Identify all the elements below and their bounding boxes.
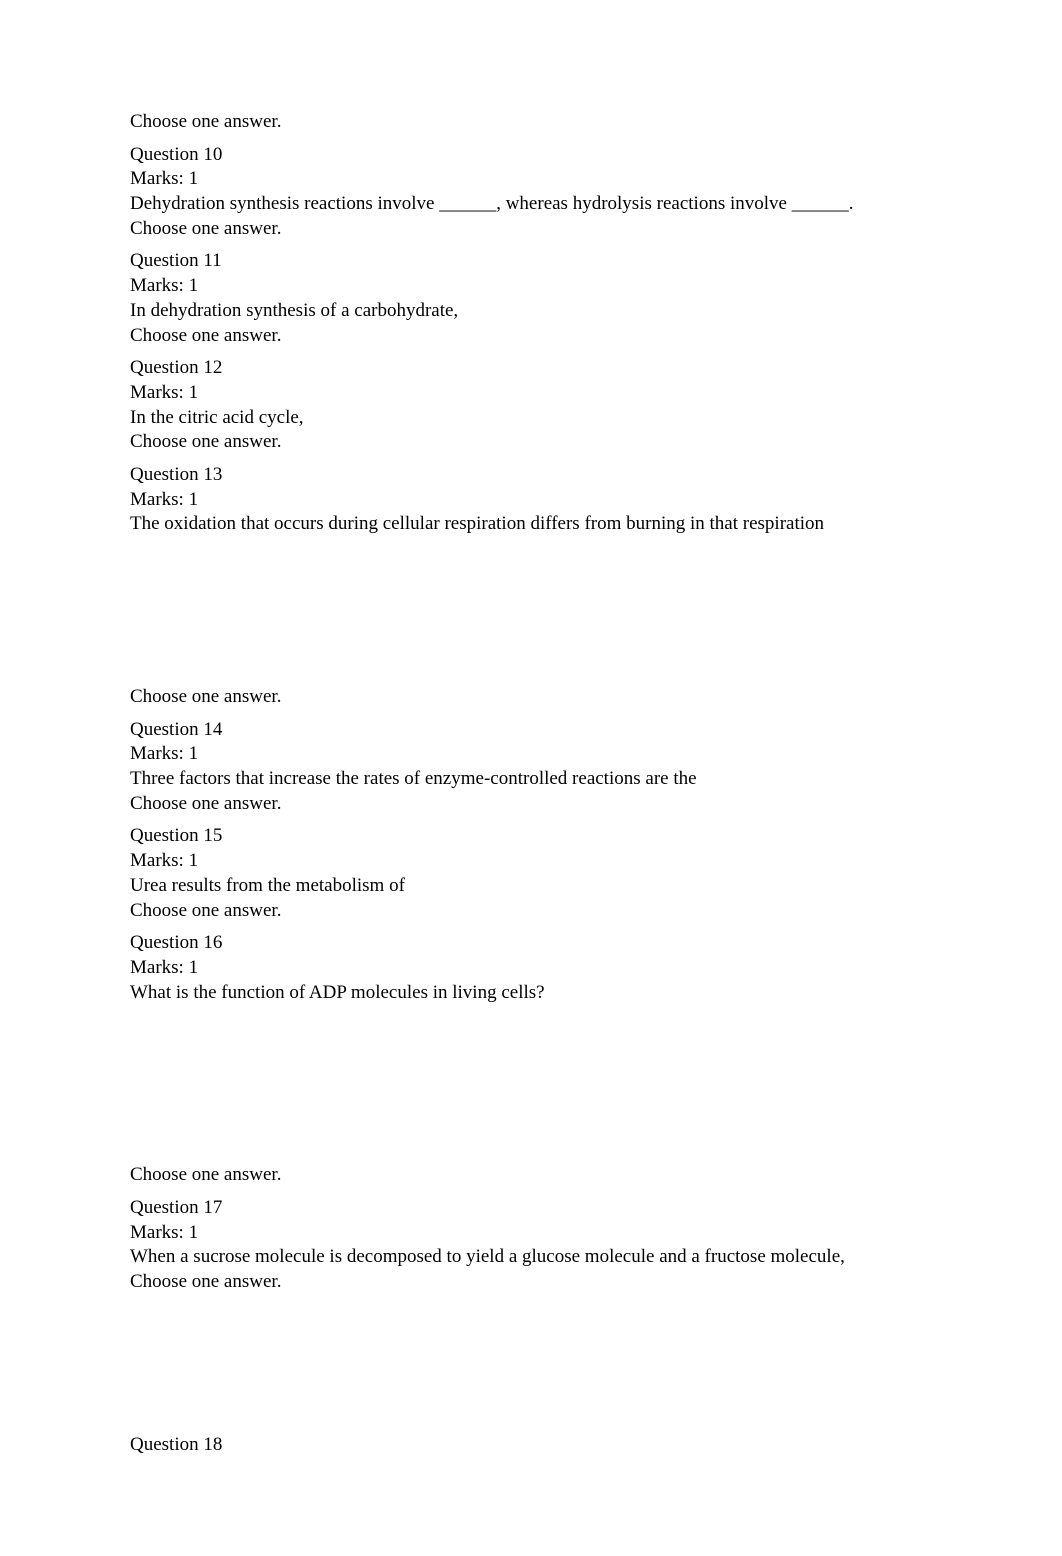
choose-text: Choose one answer.	[130, 1270, 932, 1295]
question-text: In dehydration synthesis of a carbohydra…	[130, 299, 932, 324]
choose-text: Choose one answer.	[130, 685, 932, 710]
page-container: Choose one answer. Question 10 Marks: 1 …	[0, 0, 1062, 1556]
question-marks: Marks: 1	[130, 167, 932, 192]
question-block: Question 13 Marks: 1 The oxidation that …	[130, 463, 932, 537]
question-number: Question 15	[130, 824, 932, 849]
question-marks: Marks: 1	[130, 742, 932, 767]
question-number: Question 18	[130, 1433, 932, 1458]
question-number: Question 10	[130, 143, 932, 168]
question-text: When a sucrose molecule is decomposed to…	[130, 1245, 932, 1270]
question-number: Question 13	[130, 463, 932, 488]
choose-text: Choose one answer.	[130, 899, 932, 924]
question-marks: Marks: 1	[130, 1221, 932, 1246]
question-marks: Marks: 1	[130, 274, 932, 299]
question-block: Question 11 Marks: 1 In dehydration synt…	[130, 249, 932, 348]
question-text: The oxidation that occurs during cellula…	[130, 512, 932, 537]
question-block: Question 12 Marks: 1 In the citric acid …	[130, 356, 932, 455]
question-text: Urea results from the metabolism of	[130, 874, 932, 899]
choose-text: Choose one answer.	[130, 324, 932, 349]
choose-text: Choose one answer.	[130, 430, 932, 455]
question-marks: Marks: 1	[130, 849, 932, 874]
question-number: Question 16	[130, 931, 932, 956]
question-block: Question 16 Marks: 1 What is the functio…	[130, 931, 932, 1005]
choose-text: Choose one answer.	[130, 217, 932, 242]
choose-text: Choose one answer.	[130, 792, 932, 817]
question-marks: Marks: 1	[130, 488, 932, 513]
question-text: Dehydration synthesis reactions involve …	[130, 192, 932, 217]
question-block: Question 10 Marks: 1 Dehydration synthes…	[130, 143, 932, 242]
question-marks: Marks: 1	[130, 381, 932, 406]
spacer	[130, 1303, 932, 1433]
question-block: Question 14 Marks: 1 Three factors that …	[130, 718, 932, 817]
spacer	[130, 545, 932, 685]
choose-text: Choose one answer.	[130, 110, 932, 135]
choose-text: Choose one answer.	[130, 1163, 932, 1188]
question-text: Three factors that increase the rates of…	[130, 767, 932, 792]
question-block: Question 15 Marks: 1 Urea results from t…	[130, 824, 932, 923]
spacer	[130, 1013, 932, 1163]
question-number: Question 14	[130, 718, 932, 743]
question-marks: Marks: 1	[130, 956, 932, 981]
question-text: What is the function of ADP molecules in…	[130, 981, 932, 1006]
question-number: Question 11	[130, 249, 932, 274]
question-text: In the citric acid cycle,	[130, 406, 932, 431]
question-block: Question 18	[130, 1433, 932, 1458]
question-number: Question 17	[130, 1196, 932, 1221]
question-number: Question 12	[130, 356, 932, 381]
question-block: Question 17 Marks: 1 When a sucrose mole…	[130, 1196, 932, 1295]
